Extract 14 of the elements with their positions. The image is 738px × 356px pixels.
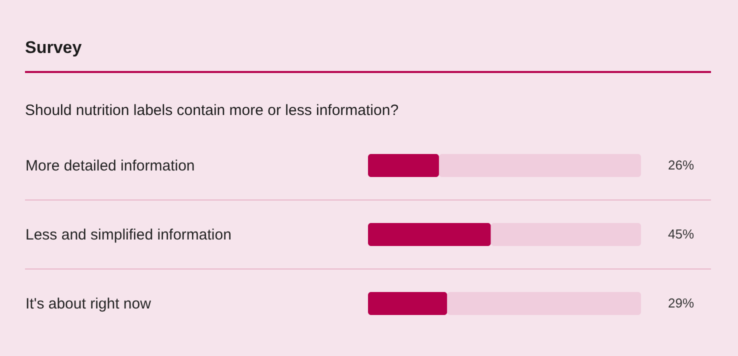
text: Should nutrition labels contain more or less information?: [25, 102, 399, 119]
y-tick-label: It's about right now: [26, 296, 152, 312]
bar: [368, 223, 491, 246]
y-tick-label: Less and simplified information: [26, 226, 232, 244]
y-tick-label: More detailed information: [26, 158, 195, 174]
bar: [490, 223, 641, 246]
data-label: 26%: [668, 158, 694, 172]
data-label: 45%: [668, 226, 694, 242]
bar: [368, 292, 448, 315]
bar: [438, 154, 641, 177]
bar: [447, 292, 641, 315]
data-label: 29%: [668, 296, 694, 310]
bar: [368, 154, 439, 177]
text: Survey: [25, 38, 82, 57]
